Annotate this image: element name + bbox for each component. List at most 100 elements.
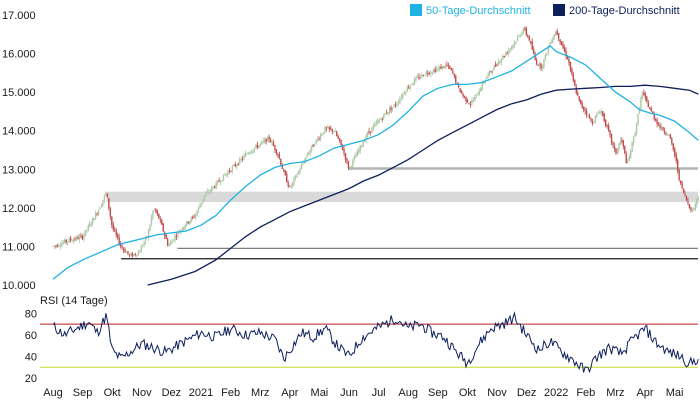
candle-body <box>563 48 566 52</box>
candle-body <box>197 207 200 211</box>
candle-body <box>212 186 214 188</box>
candle-body <box>312 144 314 147</box>
candle-body <box>183 227 185 231</box>
candle-body <box>638 109 641 114</box>
candle-body <box>309 150 311 154</box>
candle-body <box>141 245 144 247</box>
candle-body <box>118 237 120 245</box>
candle-body <box>237 163 239 165</box>
candle-body <box>525 28 528 35</box>
x-tick: Feb <box>576 387 595 399</box>
candle-body <box>96 213 98 215</box>
candle-body <box>425 72 428 75</box>
candle-body <box>678 170 680 180</box>
candle-body <box>466 100 469 103</box>
candle-body <box>515 41 517 44</box>
legend-swatch-ma200 <box>553 4 565 16</box>
x-tick: Mai <box>311 387 329 399</box>
rsi-title: RSI (14 Tage) <box>40 295 108 307</box>
candle-body <box>530 41 532 43</box>
x-tick: Sep <box>428 387 448 399</box>
candle-body <box>231 166 234 172</box>
candle-body <box>353 157 356 160</box>
candle-body <box>477 94 479 96</box>
candle-body <box>453 74 455 76</box>
candle-body <box>108 198 110 209</box>
candle-body <box>66 241 69 243</box>
candle-body <box>246 153 248 155</box>
legend-swatch-ma50 <box>410 4 422 16</box>
candle-body <box>250 151 253 153</box>
candle-body <box>488 70 491 75</box>
candle-body <box>684 193 686 196</box>
candle-body <box>622 140 625 147</box>
candle-body <box>278 154 281 159</box>
candle-body <box>604 119 607 126</box>
candle-body <box>262 141 264 142</box>
candle-body <box>52 246 54 247</box>
candle-body <box>236 165 238 167</box>
candle-body <box>615 148 617 154</box>
candle-body <box>387 112 389 114</box>
candle-body <box>594 116 597 122</box>
candle-body <box>383 114 385 119</box>
candle-body <box>213 186 216 188</box>
candle-body <box>669 134 672 139</box>
candle-body <box>256 144 259 148</box>
candle-body <box>562 44 564 49</box>
candle-body <box>100 204 103 208</box>
candle-body <box>631 142 633 152</box>
candle-body <box>243 155 245 159</box>
candle-body <box>365 136 367 140</box>
candle-body <box>369 131 372 133</box>
candle-body <box>679 180 682 184</box>
candle-body <box>305 157 307 162</box>
candle-body <box>286 174 288 183</box>
candle-body <box>566 56 569 60</box>
candle-body <box>650 108 652 112</box>
candle-body <box>456 83 458 84</box>
candle-body <box>480 88 482 92</box>
candle-body <box>259 143 261 145</box>
candle-body <box>296 175 298 177</box>
candle-body <box>180 229 182 232</box>
candle-body <box>569 61 572 70</box>
candle-body <box>472 99 475 102</box>
x-tick: Dez <box>517 387 537 399</box>
x-tick: Mai <box>666 387 684 399</box>
rsi-y-tick: 20 <box>25 373 37 385</box>
candle-body <box>524 28 526 30</box>
candle-body <box>291 182 294 186</box>
candle-body <box>578 96 580 101</box>
candle-body <box>599 112 601 114</box>
candle-body <box>475 94 478 96</box>
candle-body <box>585 111 588 115</box>
candle-body <box>352 160 354 167</box>
candle-body <box>513 42 516 46</box>
price-y-tick: 10.000 <box>2 280 36 292</box>
candle-body <box>688 204 691 209</box>
candle-body <box>355 155 357 158</box>
candle-body <box>528 36 530 41</box>
candle-body <box>302 162 304 165</box>
candle-body <box>690 207 692 211</box>
candle-body <box>200 202 203 206</box>
candle-body <box>390 107 392 110</box>
candle-body <box>172 239 175 241</box>
rsi-y-tick: 80 <box>25 308 37 320</box>
candle-body <box>322 132 325 134</box>
candle-body <box>275 149 278 154</box>
candle-body <box>194 214 197 218</box>
candle-body <box>450 68 453 70</box>
candle-body <box>271 142 273 144</box>
price-y-tick: 11.000 <box>2 241 35 253</box>
candle-body <box>540 63 542 69</box>
candle-body <box>612 142 614 146</box>
candle-body <box>205 193 207 196</box>
candle-body <box>443 66 445 68</box>
candle-body <box>171 240 173 244</box>
candle-body <box>487 74 489 77</box>
candle-body <box>531 41 533 50</box>
candle-body <box>105 192 107 195</box>
